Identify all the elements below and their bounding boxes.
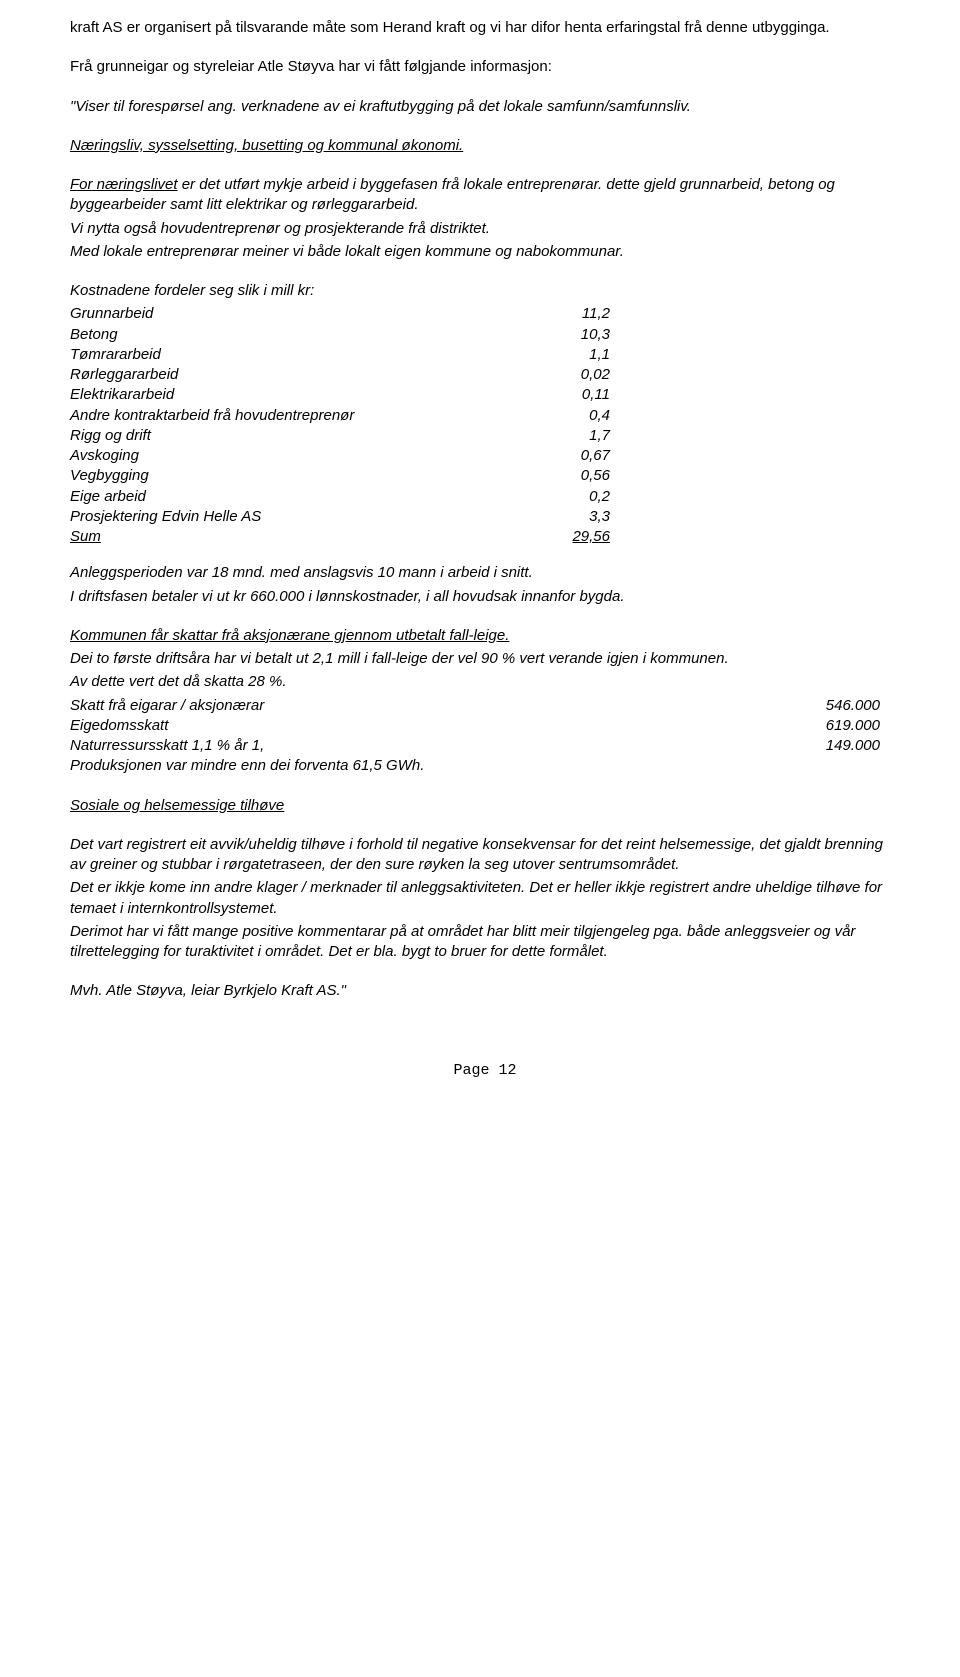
cost-row: Betong10,3 xyxy=(70,325,900,345)
section1-p1-rest: er det utført mykje arbeid i byggefasen … xyxy=(70,176,835,213)
cost-table: Kostnadene fordeler seg slik i mill kr: … xyxy=(70,281,900,547)
cost-value: 10,3 xyxy=(530,325,610,345)
document-page: kraft AS er organisert på tilsvarande må… xyxy=(0,0,960,1109)
tax-p3: Av dette vert det då skatta 28 %. xyxy=(70,672,900,692)
cost-value: 1,7 xyxy=(530,426,610,446)
page-footer: Page 12 xyxy=(70,1062,900,1079)
cost-label: Avskoging xyxy=(70,446,530,466)
section1-lead: For næringslivet xyxy=(70,176,178,193)
cost-row: Vegbygging0,56 xyxy=(70,466,900,486)
cost-value: 11,2 xyxy=(530,304,610,324)
signoff: Mvh. Atle Støyva, leiar Byrkjelo Kraft A… xyxy=(70,981,900,1001)
tax-value: 149.000 xyxy=(790,736,880,756)
cost-value: 0,11 xyxy=(530,385,610,405)
cost-title: Kostnadene fordeler seg slik i mill kr: xyxy=(70,281,900,301)
tax-value: 619.000 xyxy=(790,716,880,736)
cost-label: Betong xyxy=(70,325,530,345)
cost-label: Eige arbeid xyxy=(70,487,530,507)
tax-p4: Produksjonen var mindre enn dei forventa… xyxy=(70,756,900,776)
cost-value: 0,56 xyxy=(530,466,610,486)
cost-value: 0,67 xyxy=(530,446,610,466)
tax-label: Naturressursskatt 1,1 % år 1, xyxy=(70,736,790,756)
after-costs-p1: Anleggsperioden var 18 mnd. med anslagsv… xyxy=(70,563,900,583)
section1-p1b: Vi nytta også hovudentreprenør og prosje… xyxy=(70,219,900,239)
section2-p2: Det er ikkje kome inn andre klager / mer… xyxy=(70,878,900,919)
tax-row: Naturressursskatt 1,1 % år 1,149.000 xyxy=(70,736,900,756)
tax-row: Eigedomsskatt619.000 xyxy=(70,716,900,736)
tax-row: Skatt frå eigarar / aksjonærar546.000 xyxy=(70,696,900,716)
cost-label: Andre kontraktarbeid frå hovudentreprenø… xyxy=(70,406,530,426)
cost-row: Elektrikararbeid0,11 xyxy=(70,385,900,405)
tax-p2: Dei to første driftsåra har vi betalt ut… xyxy=(70,649,900,669)
cost-label: Grunnarbeid xyxy=(70,304,530,324)
section1-heading: Næringsliv, sysselsetting, busetting og … xyxy=(70,136,900,156)
cost-row: Rørleggararbeid0,02 xyxy=(70,365,900,385)
cost-row: Avskoging0,67 xyxy=(70,446,900,466)
tax-value: 546.000 xyxy=(790,696,880,716)
cost-row: Rigg og drift1,7 xyxy=(70,426,900,446)
cost-value: 1,1 xyxy=(530,345,610,365)
intro-p1: kraft AS er organisert på tilsvarande må… xyxy=(70,18,900,38)
cost-value: 0,4 xyxy=(530,406,610,426)
cost-row: Prosjektering Edvin Helle AS3,3 xyxy=(70,507,900,527)
cost-label: Prosjektering Edvin Helle AS xyxy=(70,507,530,527)
section1-p1c: Med lokale entreprenørar meiner vi både … xyxy=(70,242,900,262)
intro-p3: "Viser til forespørsel ang. verknadene a… xyxy=(70,97,900,117)
tax-label: Skatt frå eigarar / aksjonærar xyxy=(70,696,790,716)
tax-p1: Kommunen får skattar frå aksjonærane gje… xyxy=(70,626,900,646)
section1-p1: For næringslivet er det utført mykje arb… xyxy=(70,175,900,216)
section2-p3: Derimot har vi fått mange positive komme… xyxy=(70,922,900,963)
cost-label: Elektrikararbeid xyxy=(70,385,530,405)
cost-row: Andre kontraktarbeid frå hovudentreprenø… xyxy=(70,406,900,426)
cost-label: Vegbygging xyxy=(70,466,530,486)
cost-sum-row: Sum29,56 xyxy=(70,527,900,547)
tax-label: Eigedomsskatt xyxy=(70,716,790,736)
after-costs-p2: I driftsfasen betaler vi ut kr 660.000 i… xyxy=(70,587,900,607)
section2-p1: Det vart registrert eit avvik/uheldig ti… xyxy=(70,835,900,876)
cost-sum-value: 29,56 xyxy=(530,527,610,547)
cost-value: 0,2 xyxy=(530,487,610,507)
cost-row: Grunnarbeid11,2 xyxy=(70,304,900,324)
section2-heading: Sosiale og helsemessige tilhøve xyxy=(70,796,900,816)
cost-label: Tømrararbeid xyxy=(70,345,530,365)
cost-row: Tømrararbeid1,1 xyxy=(70,345,900,365)
cost-row: Eige arbeid0,2 xyxy=(70,487,900,507)
cost-value: 3,3 xyxy=(530,507,610,527)
cost-label: Rigg og drift xyxy=(70,426,530,446)
cost-value: 0,02 xyxy=(530,365,610,385)
cost-label: Rørleggararbeid xyxy=(70,365,530,385)
intro-p2: Frå grunneigar og styreleiar Atle Støyva… xyxy=(70,57,900,77)
cost-sum-label: Sum xyxy=(70,527,530,547)
